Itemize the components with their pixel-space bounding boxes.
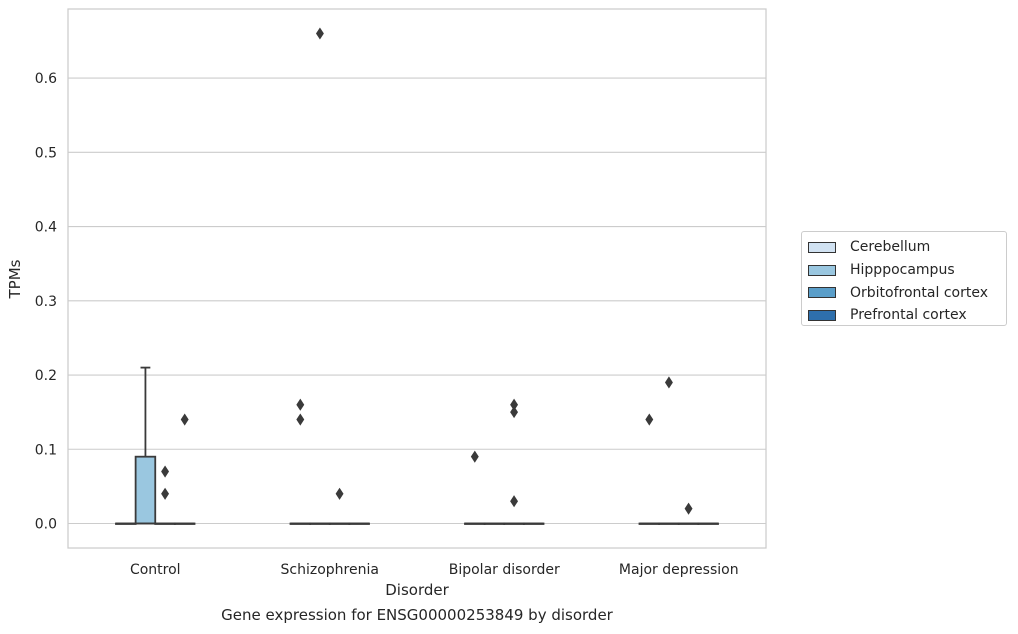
- legend: Cerebellum Hipppocampus Orbitofrontal cort…: [801, 231, 1007, 326]
- x-tick-label: Bipolar disorder: [449, 562, 560, 578]
- outlier-point: [510, 406, 519, 419]
- legend-swatch: [808, 287, 836, 299]
- outlier-point: [664, 376, 673, 389]
- box-group: [134, 366, 157, 525]
- x-axis-title: Disorder: [385, 581, 449, 599]
- legend-item: Hipppocampus: [808, 259, 1006, 282]
- outlier-point: [296, 413, 305, 426]
- legend-label: Prefrontal cortex: [850, 307, 967, 324]
- box: [134, 455, 157, 525]
- legend-swatch: [808, 309, 836, 321]
- legend-swatch: [808, 264, 836, 276]
- y-tick-label: 0.6: [35, 71, 57, 87]
- outlier-point: [180, 413, 189, 426]
- box-group: [522, 522, 545, 525]
- legend-item: Orbitofrontal cortex: [808, 281, 1006, 304]
- outlier-point: [684, 502, 693, 515]
- box-group: [115, 522, 137, 525]
- box-group: [348, 522, 370, 525]
- y-tick-label: 0.0: [35, 517, 57, 533]
- legend-label: Orbitofrontal cortex: [850, 284, 988, 301]
- box-plots: [115, 27, 719, 525]
- x-tick-label: Schizophrenia: [281, 562, 379, 578]
- legend-item: Prefrontal cortex: [808, 304, 1006, 327]
- box-group: [464, 450, 486, 525]
- legend-swatch: [808, 241, 836, 253]
- x-tick-labels: Control Schizophrenia Bipolar disorder Majo…: [130, 562, 739, 578]
- outlier-point: [315, 27, 324, 40]
- outlier-point: [510, 495, 519, 508]
- legend-label: Hipppocampus: [850, 262, 955, 279]
- y-tick-label: 0.3: [35, 294, 57, 310]
- outlier-point: [645, 413, 654, 426]
- y-axis-title: TPMs: [6, 259, 24, 299]
- legend-label: Cerebellum: [850, 239, 931, 256]
- outlier-point: [161, 465, 170, 478]
- y-tick-label: 0.2: [35, 368, 57, 384]
- outlier-point: [161, 487, 170, 500]
- chart-caption: Gene expression for ENSG00000253849 by d…: [221, 606, 613, 624]
- box-group: [173, 413, 196, 525]
- y-tick-label: 0.1: [35, 442, 57, 458]
- outlier-point: [470, 450, 479, 463]
- outlier-point: [296, 398, 305, 411]
- y-tick-label: 0.5: [35, 145, 57, 161]
- box-group: [483, 522, 506, 525]
- plot-frame: [67, 8, 767, 549]
- legend-item: Cerebellum: [808, 236, 1006, 259]
- y-tick-label: 0.4: [35, 220, 57, 236]
- x-tick-label: Control: [130, 562, 181, 578]
- box-group: [154, 465, 176, 525]
- outlier-point: [335, 487, 344, 500]
- outlier-point: [510, 398, 519, 411]
- box-group: [697, 522, 719, 525]
- box-group: [289, 398, 312, 525]
- x-tick-label: Major depression: [619, 562, 739, 578]
- plot-background: [68, 9, 766, 548]
- y-tick-labels: 0.0 0.1 0.2 0.3 0.4 0.5 0.6: [35, 71, 57, 532]
